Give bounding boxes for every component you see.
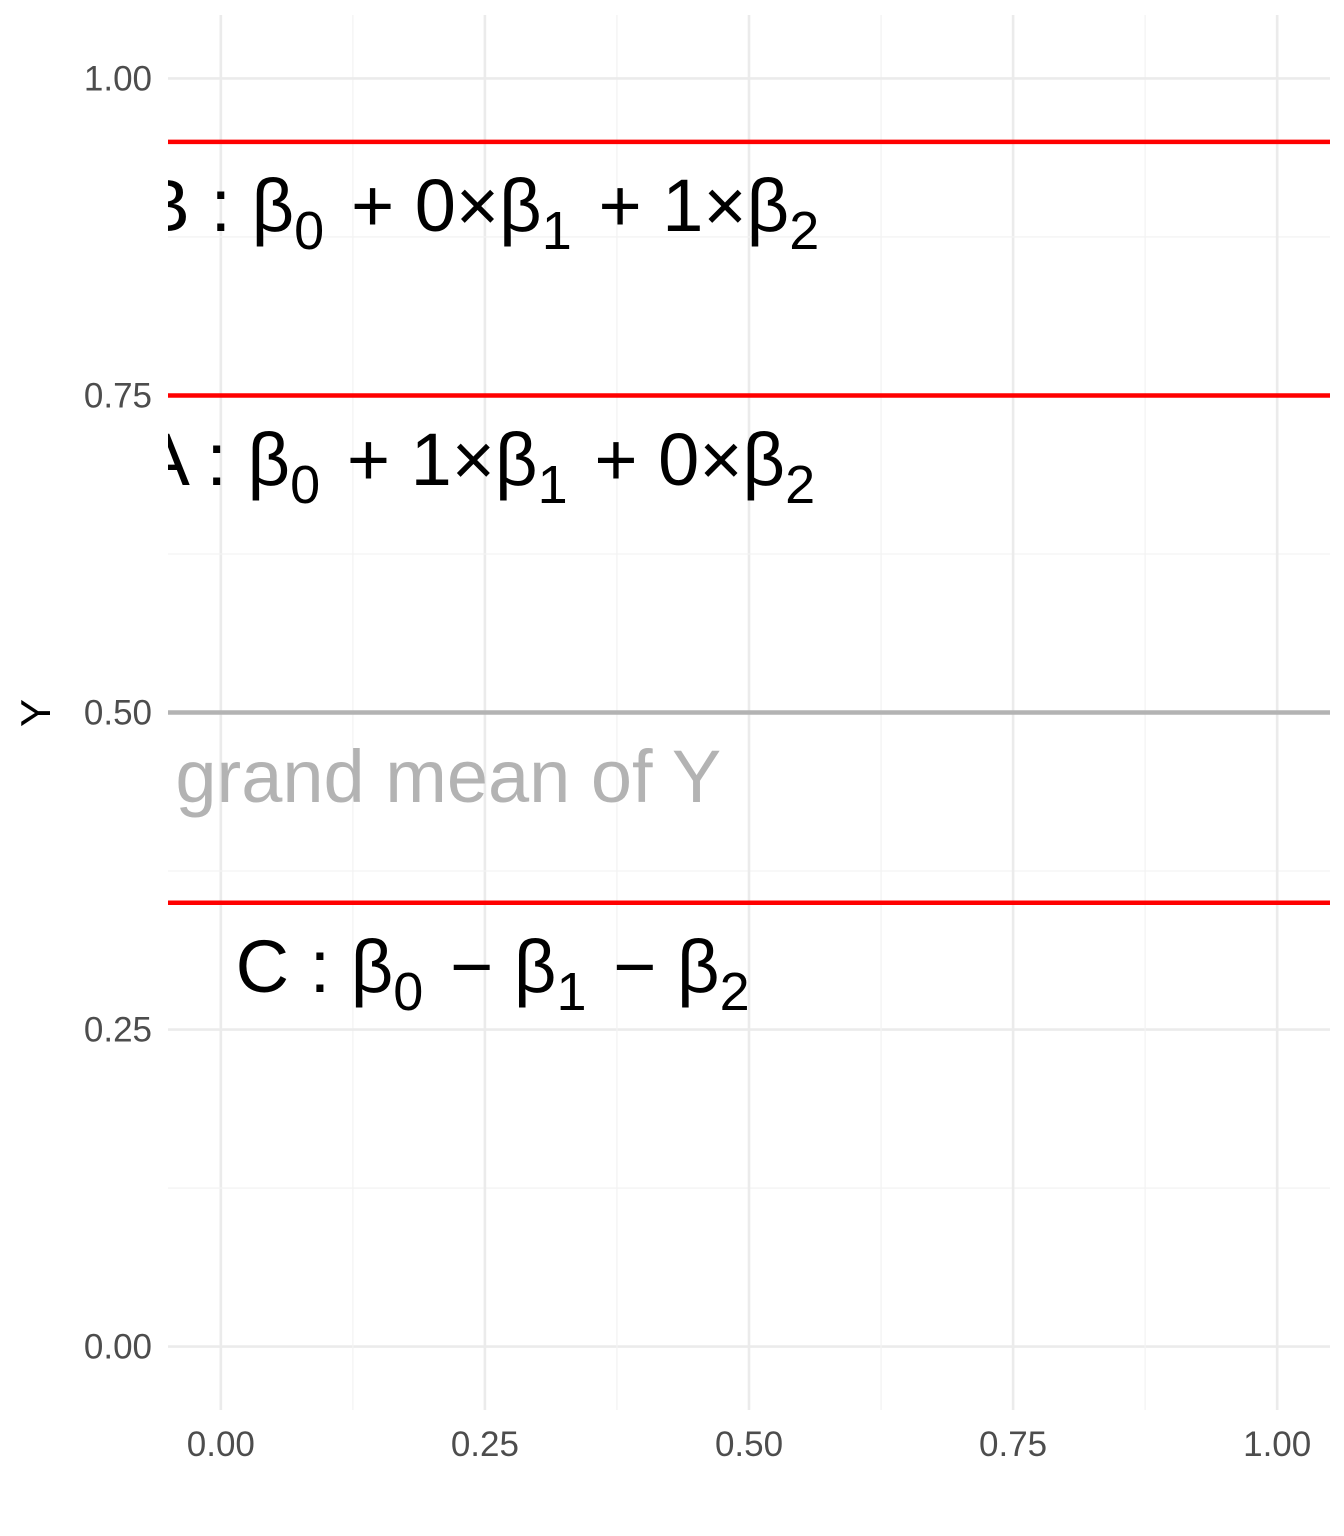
x-tick-label: 0.50	[715, 1425, 783, 1464]
y-tick-label: 0.75	[84, 376, 152, 415]
x-tick-label: 0.25	[451, 1425, 519, 1464]
reference-lines	[168, 139, 1330, 905]
annotation-label: C : β0 − β1 − β2	[236, 925, 756, 1022]
annotations: B : β0 + 0×β1 + 1×β2 A : β0 + 1×β1 + 0×β…	[141, 164, 826, 1022]
x-tick-label: 0.75	[979, 1425, 1047, 1464]
y-tick-label: 0.25	[84, 1011, 152, 1050]
x-tick-label: 1.00	[1243, 1425, 1311, 1464]
y-axis-label: Y	[12, 699, 59, 727]
annotation-label: grand mean of Y	[175, 735, 721, 818]
y-tick-label: 0.50	[84, 694, 152, 733]
y-tick-label: 0.00	[84, 1328, 152, 1367]
x-axis-ticks: 0.00 0.25 0.50 0.75 1.00	[187, 1425, 1311, 1464]
y-tick-label: 1.00	[84, 59, 152, 98]
annotation-label: B : β0 + 0×β1 + 1×β2	[141, 164, 826, 261]
x-tick-label: 0.00	[187, 1425, 255, 1464]
annotation-label: A : β0 + 1×β1 + 0×β2	[141, 418, 822, 515]
y-axis-ticks: 0.00 0.25 0.50 0.75 1.00	[84, 59, 152, 1366]
